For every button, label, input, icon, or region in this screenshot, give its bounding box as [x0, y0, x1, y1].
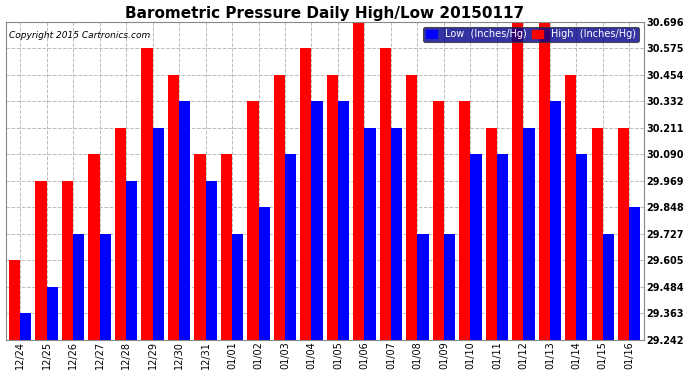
Bar	[195, 154, 206, 340]
Bar	[603, 234, 614, 340]
Bar	[206, 181, 217, 340]
Bar	[88, 154, 99, 340]
Bar	[353, 22, 364, 340]
Bar	[311, 101, 323, 340]
Bar	[300, 48, 311, 340]
Bar	[629, 207, 640, 340]
Bar	[444, 234, 455, 340]
Bar	[141, 48, 152, 340]
Bar	[497, 154, 508, 340]
Bar	[391, 128, 402, 340]
Bar	[248, 101, 259, 340]
Bar	[338, 101, 349, 340]
Bar	[168, 75, 179, 340]
Bar	[259, 207, 270, 340]
Bar	[115, 128, 126, 340]
Bar	[9, 261, 20, 340]
Bar	[47, 287, 58, 340]
Title: Barometric Pressure Daily High/Low 20150117: Barometric Pressure Daily High/Low 20150…	[125, 6, 524, 21]
Text: Copyright 2015 Cartronics.com: Copyright 2015 Cartronics.com	[9, 31, 150, 40]
Bar	[460, 101, 471, 340]
Bar	[73, 234, 84, 340]
Bar	[592, 128, 603, 340]
Bar	[417, 234, 428, 340]
Bar	[62, 181, 73, 340]
Bar	[618, 128, 629, 340]
Bar	[232, 234, 243, 340]
Bar	[221, 154, 232, 340]
Bar	[364, 128, 375, 340]
Bar	[285, 154, 296, 340]
Bar	[99, 234, 110, 340]
Bar	[179, 101, 190, 340]
Bar	[550, 101, 561, 340]
Bar	[380, 48, 391, 340]
Bar	[539, 22, 550, 340]
Bar	[20, 314, 31, 340]
Bar	[524, 128, 535, 340]
Bar	[565, 75, 576, 340]
Bar	[274, 75, 285, 340]
Legend: Low  (Inches/Hg), High  (Inches/Hg): Low (Inches/Hg), High (Inches/Hg)	[423, 27, 639, 42]
Bar	[486, 128, 497, 340]
Bar	[512, 22, 524, 340]
Bar	[35, 181, 47, 340]
Bar	[433, 101, 444, 340]
Bar	[576, 154, 587, 340]
Bar	[126, 181, 137, 340]
Bar	[152, 128, 164, 340]
Bar	[406, 75, 417, 340]
Bar	[327, 75, 338, 340]
Bar	[471, 154, 482, 340]
